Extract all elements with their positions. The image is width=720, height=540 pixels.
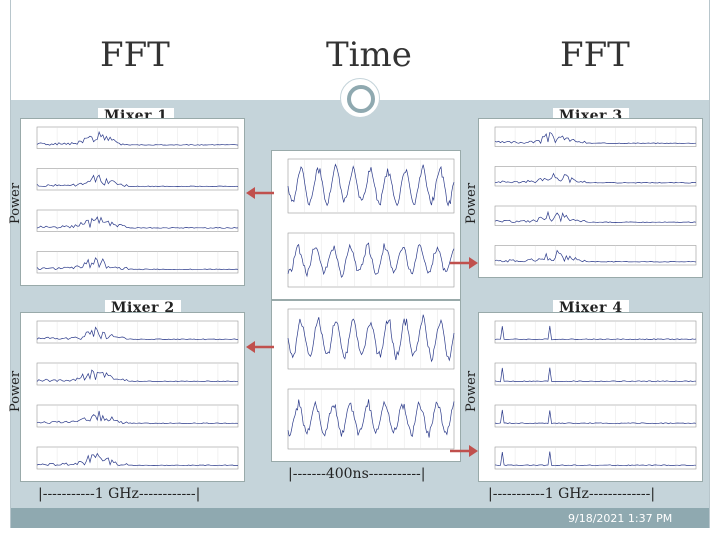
time-panel-top (271, 150, 461, 300)
arrow-right-icon (450, 257, 478, 269)
fft-panel-mixer-2 (20, 312, 245, 482)
fft-panel-mixer-3 (478, 118, 703, 278)
time-panel-bottom (271, 300, 461, 462)
heading-fft-right: FFT (560, 35, 630, 75)
footer-band (11, 508, 709, 528)
heading-time: Time (326, 35, 412, 75)
power-axis-label-4: Power (464, 370, 479, 412)
fft-panel-mixer-1 (20, 118, 245, 286)
arrow-right-icon (450, 445, 478, 457)
time-scale: |-------400ns-----------| (288, 466, 426, 482)
footer-date: 9/18/2021 1:37 PM (568, 512, 673, 525)
freq-scale-left: |-----------1 GHz------------| (38, 486, 201, 502)
circle-ornament-icon (340, 78, 380, 118)
arrow-left-icon (246, 341, 274, 353)
power-axis-label-3: Power (464, 182, 479, 224)
arrow-left-icon (246, 187, 274, 199)
freq-scale-right: |-----------1 GHz-------------| (488, 486, 656, 502)
fft-panel-mixer-4 (478, 312, 703, 482)
heading-fft-left: FFT (100, 35, 170, 75)
